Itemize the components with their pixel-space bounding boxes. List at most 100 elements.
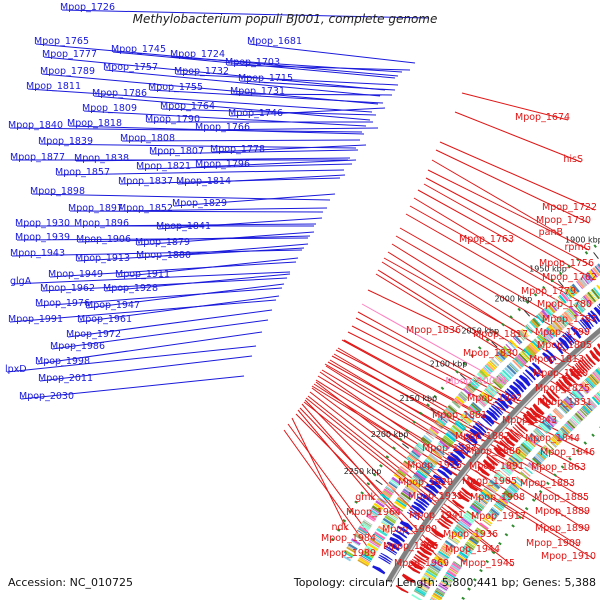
outer-feature-ring-stripe bbox=[449, 404, 458, 412]
outer-cog-ring-stripe bbox=[470, 403, 481, 413]
outer-cog-ring-stripe bbox=[437, 443, 448, 452]
forward-gene-ring-gene bbox=[492, 403, 504, 414]
gene-label: Mpop_1807 bbox=[149, 146, 204, 157]
inner-feature-ring-stripe bbox=[434, 590, 444, 597]
inner-feature-ring-stripe bbox=[461, 548, 471, 556]
inner-feature-ring-stripe bbox=[568, 418, 578, 428]
inner-cog-ring-stripe bbox=[496, 471, 507, 481]
outer-feature-ring-stripe bbox=[586, 271, 595, 281]
outer-cog-ring-stripe bbox=[569, 306, 579, 317]
forward-gene-ring-gene bbox=[425, 483, 439, 494]
outer-feature-ring-stripe bbox=[484, 364, 493, 373]
inner-cog-ring-stripe bbox=[444, 541, 455, 550]
inner-feature-ring-stripe bbox=[566, 420, 576, 429]
inner-feature-ring-stripe bbox=[458, 553, 468, 560]
gene-label: Mpop_1726 bbox=[60, 2, 115, 13]
outer-cog-ring-stripe bbox=[391, 505, 403, 514]
leader-line bbox=[196, 127, 379, 131]
outer-feature-ring-stripe bbox=[444, 408, 454, 418]
inner-cog-ring-stripe bbox=[430, 561, 442, 570]
leader-line bbox=[93, 95, 371, 121]
forward-gene-ring-gene bbox=[562, 334, 573, 346]
reverse-gene-ring-gene bbox=[593, 346, 600, 357]
ruler-label: 1900 kbp bbox=[565, 236, 600, 245]
outer-feature-ring-stripe bbox=[476, 372, 486, 382]
forward-gene-ring-gene bbox=[472, 425, 485, 436]
inner-cog-ring-stripe bbox=[595, 368, 600, 376]
inner-feature-ring-stripe bbox=[502, 493, 511, 501]
outer-feature-ring-stripe bbox=[567, 287, 576, 297]
inner-cog-ring-stripe bbox=[474, 500, 485, 509]
inner-cog-ring-stripe bbox=[579, 383, 590, 394]
outer-cog-ring-stripe bbox=[518, 353, 529, 363]
inner-cog-ring-stripe bbox=[439, 549, 450, 557]
gene-label: Mpop_1915 bbox=[407, 460, 462, 471]
gene-label: Mpop_1841 bbox=[156, 221, 211, 232]
leader-line bbox=[39, 143, 357, 149]
forward-gene-ring-gene bbox=[579, 319, 590, 331]
inner-feature-ring-stripe bbox=[452, 562, 462, 568]
outer-feature-ring-stripe bbox=[440, 414, 450, 422]
inner-feature-ring-stripe bbox=[557, 431, 566, 439]
inner-feature-ring-stripe bbox=[451, 562, 462, 570]
outer-cog-ring-stripe bbox=[409, 478, 421, 488]
inner-cog-ring-stripe bbox=[509, 456, 520, 465]
inner-cog-ring-stripe bbox=[549, 413, 559, 423]
outer-feature-ring-stripe bbox=[537, 313, 546, 322]
inner-feature-ring-stripe bbox=[436, 587, 446, 594]
inner-cog-ring-stripe bbox=[520, 443, 531, 453]
outer-cog-ring-stripe bbox=[419, 466, 431, 475]
outer-cog-ring-stripe bbox=[394, 500, 406, 510]
gene-label: Mpop_1787 bbox=[542, 314, 597, 325]
inner-cog-ring-stripe bbox=[443, 543, 455, 551]
forward-gene-ring-gene bbox=[419, 492, 433, 503]
outer-feature-ring-stripe bbox=[381, 491, 391, 499]
outer-cog-ring-stripe bbox=[371, 536, 383, 545]
outer-cog-ring-stripe bbox=[508, 364, 518, 373]
inner-cog-ring-stripe bbox=[466, 510, 477, 519]
leader-line bbox=[39, 355, 253, 382]
reverse-gene-ring-gene bbox=[429, 531, 442, 541]
outer-cog-ring-stripe bbox=[547, 326, 557, 336]
inner-feature-ring-stripe bbox=[595, 393, 600, 400]
outer-cog-ring-stripe bbox=[400, 491, 412, 501]
outer-cog-ring-stripe bbox=[441, 438, 451, 448]
gene-label: Mpop_1906 bbox=[76, 234, 131, 245]
outer-cog-ring-stripe bbox=[403, 488, 414, 497]
gene-label: Mpop_1939 bbox=[15, 232, 70, 243]
inner-cog-ring-stripe bbox=[422, 576, 433, 584]
inner-feature-ring-stripe bbox=[485, 514, 495, 522]
gene-label: Mpop_2011 bbox=[38, 373, 93, 384]
inner-cog-ring-stripe bbox=[448, 535, 459, 544]
forward-gene-ring-gene bbox=[432, 474, 446, 485]
inner-feature-ring-stripe bbox=[479, 522, 489, 531]
outer-cog-ring-stripe bbox=[463, 412, 473, 422]
outer-cog-ring-stripe bbox=[472, 401, 483, 412]
outer-cog-ring-stripe bbox=[583, 295, 592, 306]
outer-cog-ring-stripe bbox=[548, 324, 559, 336]
outer-feature-ring-stripe bbox=[436, 417, 446, 426]
outer-feature-ring-stripe bbox=[391, 476, 401, 485]
outer-feature-ring-stripe bbox=[454, 397, 463, 405]
ruler-label: 2200 kbp bbox=[371, 430, 409, 439]
outer-feature-ring-stripe bbox=[458, 392, 468, 401]
forward-gene-ring-gene bbox=[577, 321, 588, 333]
inner-feature-ring-stripe bbox=[474, 530, 484, 537]
leader-line bbox=[11, 271, 291, 285]
outer-cog-ring-stripe bbox=[469, 404, 480, 414]
reverse-gene-ring-gene bbox=[589, 349, 600, 362]
inner-cog-ring-stripe bbox=[514, 451, 524, 460]
leader-line bbox=[137, 163, 353, 170]
outer-cog-ring-stripe bbox=[440, 439, 451, 448]
gene-label: Mpop_1947 bbox=[85, 300, 140, 311]
leader-line bbox=[150, 149, 359, 155]
outer-feature-ring-stripe bbox=[397, 469, 407, 477]
inner-cog-ring-stripe bbox=[571, 392, 580, 402]
inner-feature-ring-stripe bbox=[434, 591, 444, 598]
inner-cog-ring-stripe bbox=[462, 516, 473, 525]
inner-cog-ring-stripe bbox=[541, 420, 552, 431]
outer-cog-ring-stripe bbox=[443, 435, 455, 444]
inner-feature-ring-stripe bbox=[564, 423, 573, 432]
inner-cog-ring-stripe bbox=[414, 588, 426, 596]
gene-label: Mpop_1732 bbox=[174, 66, 229, 77]
